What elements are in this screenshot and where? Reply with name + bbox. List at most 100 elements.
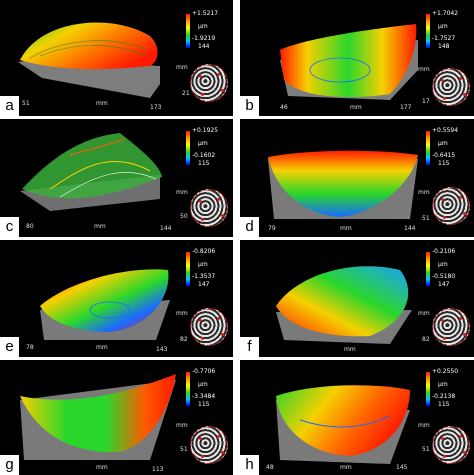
max-value: -0.8206 bbox=[192, 248, 216, 255]
panel-label: e bbox=[0, 337, 19, 357]
axis-side-mm: mm bbox=[418, 422, 430, 429]
marker-dot bbox=[463, 93, 466, 96]
marker-dot bbox=[463, 212, 466, 215]
panel-e: -0.8206 µm -1.3537 147 mm 82 78 mm 143 e bbox=[0, 240, 233, 357]
marker-dot bbox=[463, 451, 466, 454]
marker-dot bbox=[217, 317, 220, 320]
axis-side-value: 51 bbox=[422, 215, 430, 222]
axis-side-value: 21 bbox=[182, 90, 190, 97]
marker-dot bbox=[201, 455, 204, 458]
axis-right-value: 173 bbox=[150, 104, 162, 111]
unit-label: µm bbox=[438, 261, 448, 268]
surface-plot bbox=[20, 374, 176, 460]
count-value: 115 bbox=[438, 160, 450, 167]
interferogram-inset bbox=[432, 426, 470, 464]
marker-dot bbox=[201, 337, 204, 340]
panel-label: b bbox=[240, 96, 259, 116]
marker-dot bbox=[217, 435, 220, 438]
marker-dot bbox=[443, 337, 446, 340]
surface-plot bbox=[40, 269, 170, 340]
marker-dot bbox=[221, 333, 224, 336]
axis-side-mm: mm bbox=[176, 64, 188, 71]
panel-label: g bbox=[0, 455, 19, 475]
axis-mm: mm bbox=[350, 104, 362, 111]
surface-plot bbox=[18, 22, 160, 98]
max-value: +0.2550 bbox=[432, 368, 459, 375]
panel-label: c bbox=[0, 217, 19, 237]
colorbar bbox=[186, 372, 190, 406]
unit-label: µm bbox=[198, 261, 208, 268]
panel-c: +0.1925 µm -0.1602 115 mm 50 80 mm 144 c bbox=[0, 119, 233, 237]
count-value: 115 bbox=[198, 160, 210, 167]
marker-dot bbox=[459, 77, 462, 80]
marker-dot bbox=[217, 73, 220, 76]
unit-label: µm bbox=[198, 140, 208, 147]
axis-right-value: 143 bbox=[156, 346, 168, 353]
max-value: +1.5217 bbox=[192, 10, 219, 17]
marker-dot bbox=[441, 198, 444, 201]
axis-side-mm: mm bbox=[176, 422, 188, 429]
panel-label: a bbox=[0, 96, 19, 116]
interferogram-inset bbox=[190, 189, 228, 227]
marker-dot bbox=[199, 437, 202, 440]
max-value: -0.2106 bbox=[432, 248, 456, 255]
interferogram-inset bbox=[432, 187, 470, 225]
marker-dot bbox=[199, 319, 202, 322]
marker-dot bbox=[459, 317, 462, 320]
count-value: 147 bbox=[438, 281, 450, 288]
marker-dot bbox=[201, 93, 204, 96]
surface-plot bbox=[280, 24, 418, 100]
axis-left-value: 79 bbox=[268, 225, 276, 232]
axis-side-value: 51 bbox=[180, 446, 188, 453]
colorbar bbox=[186, 131, 190, 165]
axis-right-value: 145 bbox=[396, 464, 408, 471]
min-value: -0.1602 bbox=[192, 152, 216, 159]
panel-label: d bbox=[240, 217, 259, 237]
marker-dot bbox=[443, 216, 446, 219]
marker-dot bbox=[201, 218, 204, 221]
interferogram-inset bbox=[432, 308, 470, 346]
marker-dot bbox=[443, 97, 446, 100]
marker-dot bbox=[199, 200, 202, 203]
axis-left-value: 80 bbox=[26, 223, 34, 230]
panel-f: -0.2106 µm -0.5180 147 mm 82 mm f bbox=[240, 240, 474, 357]
axis-side-value: 51 bbox=[422, 446, 430, 453]
marker-dot bbox=[441, 319, 444, 322]
count-value: 115 bbox=[198, 401, 210, 408]
axis-right-value: 177 bbox=[400, 104, 412, 111]
colorbar bbox=[426, 131, 430, 165]
unit-label: µm bbox=[438, 381, 448, 388]
axis-mm: mm bbox=[344, 346, 356, 353]
axis-left-value: 78 bbox=[26, 344, 34, 351]
axis-mm: mm bbox=[96, 100, 108, 107]
min-value: -1.7527 bbox=[432, 35, 456, 42]
count-value: 115 bbox=[438, 401, 450, 408]
surface-plot bbox=[20, 133, 162, 211]
max-value: +0.5594 bbox=[432, 127, 459, 134]
max-value: +1.7042 bbox=[432, 10, 459, 17]
axis-mm: mm bbox=[340, 464, 352, 471]
marker-dot bbox=[217, 198, 220, 201]
marker-dot bbox=[441, 437, 444, 440]
marker-dot bbox=[443, 455, 446, 458]
min-value: -1.9219 bbox=[192, 35, 216, 42]
panel-a: +1.5217 µm -1.9219 144 mm 21 51 mm 173 a bbox=[0, 0, 233, 116]
colorbar bbox=[426, 252, 430, 286]
axis-side-value: 82 bbox=[180, 336, 188, 343]
max-value: -0.7706 bbox=[192, 368, 216, 375]
marker-dot bbox=[459, 435, 462, 438]
marker-dot bbox=[441, 79, 444, 82]
panel-g: -0.7706 µm -3.3484 115 mm 51 mm 113 g bbox=[0, 360, 233, 475]
axis-side-mm: mm bbox=[176, 189, 188, 196]
colorbar bbox=[426, 14, 430, 48]
min-value: -1.3537 bbox=[192, 273, 216, 280]
interferogram-inset bbox=[190, 64, 228, 102]
count-value: 144 bbox=[198, 43, 210, 50]
axis-side-value: 17 bbox=[422, 98, 430, 105]
colorbar bbox=[426, 372, 430, 406]
interferogram-inset bbox=[190, 308, 228, 346]
axis-right-value: 144 bbox=[404, 225, 416, 232]
surface-plot bbox=[276, 266, 412, 344]
axis-side-value: 50 bbox=[180, 213, 188, 220]
unit-label: µm bbox=[438, 140, 448, 147]
